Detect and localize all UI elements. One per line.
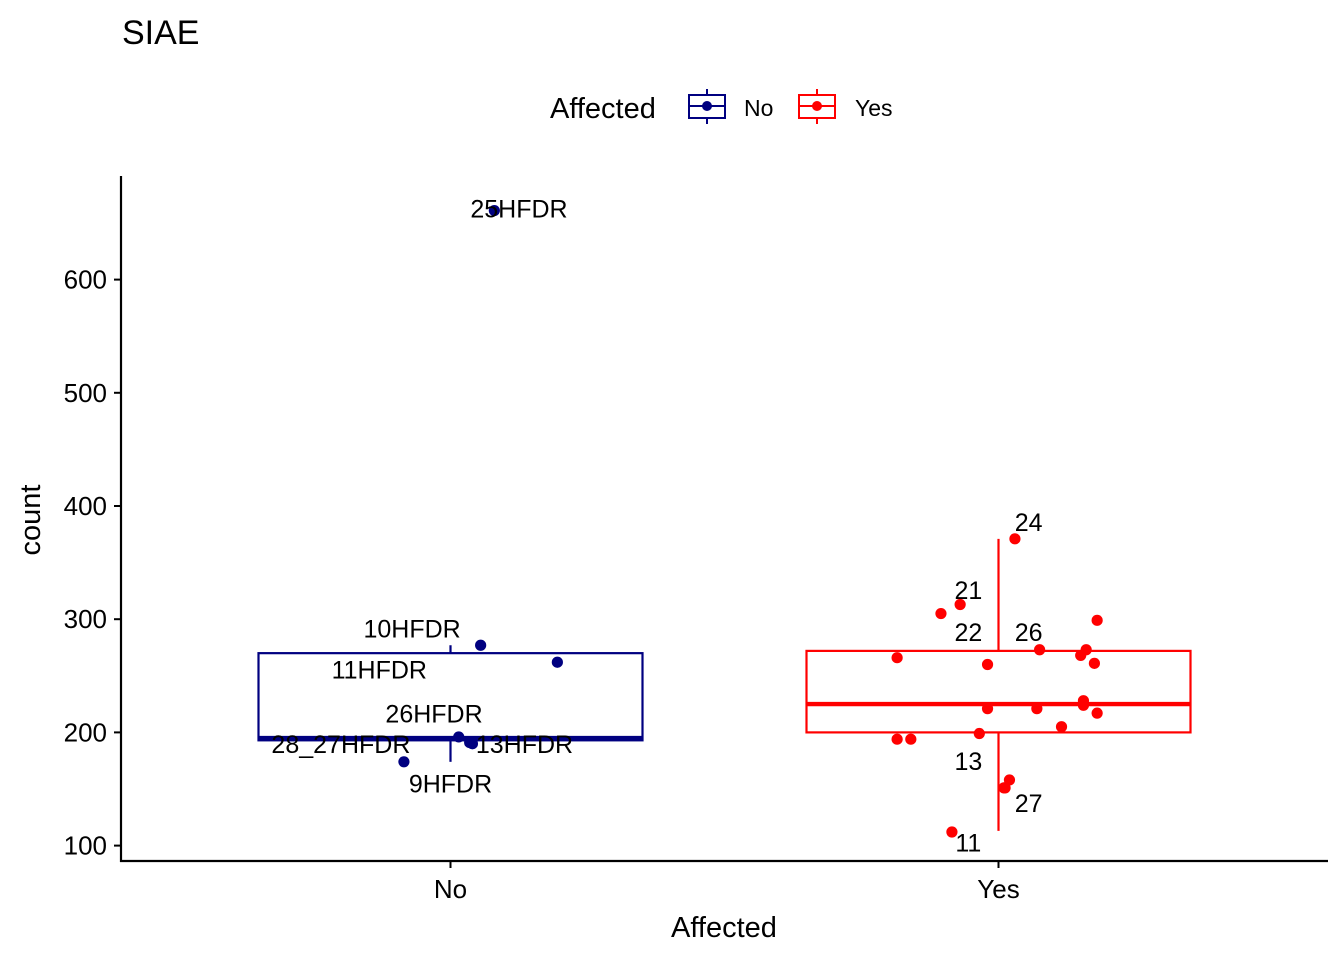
legend-key-no [688,89,726,124]
legend: Affected No Yes [550,89,893,125]
x-tick-label: No [434,874,467,904]
point-label: 21 [954,577,982,605]
y-tick-label: 200 [64,717,107,747]
y-tick-label: 100 [64,831,107,861]
data-point [891,733,903,745]
data-point [1091,614,1103,626]
data-point [475,639,487,651]
legend-label-no: No [744,95,773,121]
data-point [954,598,966,611]
data-point [488,204,500,217]
data-point [891,652,903,664]
box-iqr [805,649,1192,734]
data-point [1091,707,1103,719]
box-group-no [257,204,644,768]
y-tick-label: 300 [64,604,107,634]
x-tick-label: Yes [977,874,1019,904]
data-point [398,756,410,768]
data-point [981,658,994,671]
box-group-yes [805,533,1192,838]
legend-title: Affected [550,93,656,125]
y-tick-label: 400 [64,491,107,521]
point-label: 24 [1015,509,1043,537]
data-point [905,733,917,745]
point-label: 13HFDR [476,731,573,759]
data-point [935,607,947,620]
point-label: 9HFDR [409,771,492,799]
data-point [1088,657,1100,669]
point-label: 11HFDR [332,657,427,685]
point-label: 22 [954,619,982,647]
data-point [453,731,465,743]
point-label: 26HFDR [385,701,482,729]
box-iqr [257,652,644,742]
point-label: 11 [955,829,981,857]
point-label: 10HFDR [364,616,461,644]
data-point [981,703,994,715]
data-point [551,656,563,668]
point-label: 25HFDR [470,196,567,224]
legend-label-yes: Yes [855,95,893,121]
data-point [973,727,985,740]
point-label: 28_27HFDR [271,731,410,759]
data-point [1055,721,1068,733]
y-axis-title: count [15,485,47,556]
data-point [1077,699,1090,711]
data-point [466,738,479,750]
point-label: 13 [954,748,982,776]
y-tick-label: 500 [64,378,107,408]
x-axis-title: Affected [671,912,777,944]
y-tick-label: 600 [64,265,107,295]
point-label: 27 [1015,790,1043,818]
legend-key-yes [798,89,836,124]
data-point [1009,533,1021,545]
data-point [999,782,1011,794]
chart-title: SIAE [122,14,199,52]
data-point [1034,644,1046,656]
point-label: 26 [1015,619,1043,647]
data-point [1075,649,1087,662]
axes: 100 200 300 400 500 600 No Yes [64,265,1020,904]
data-point [1031,703,1043,715]
data-point [946,826,958,838]
